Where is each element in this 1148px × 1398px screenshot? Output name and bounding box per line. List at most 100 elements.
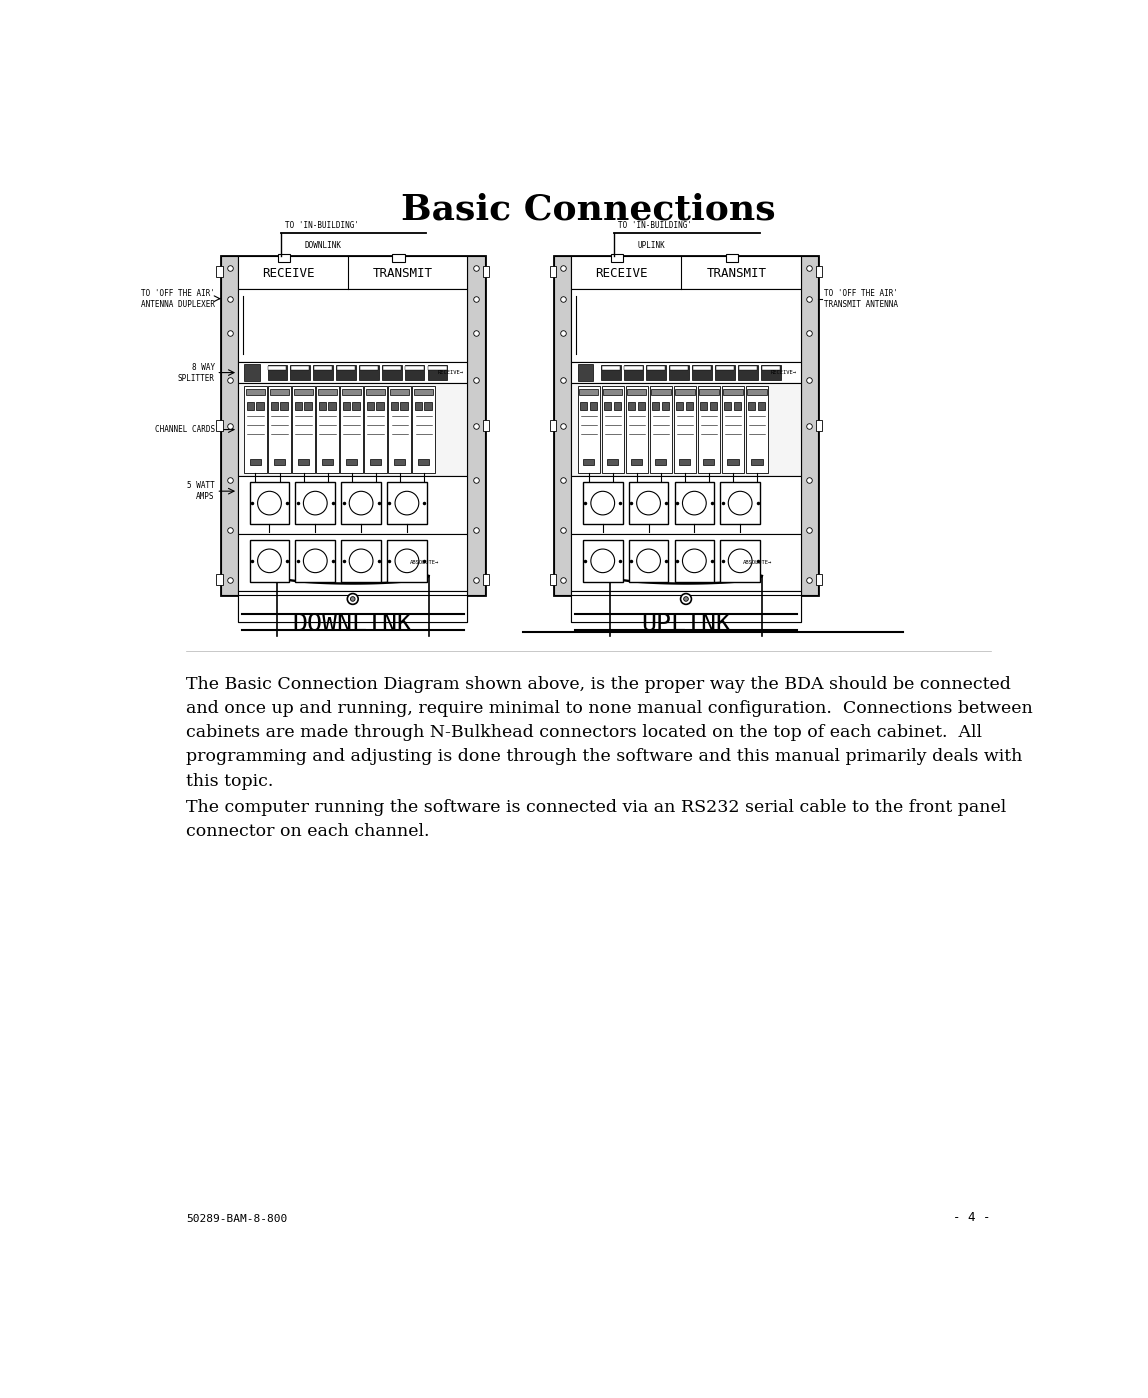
Bar (577, 363, 594, 382)
Bar (414, 389, 433, 394)
Bar (366, 401, 374, 410)
Bar (602, 366, 620, 370)
Bar (246, 389, 265, 394)
Bar (256, 401, 264, 410)
Bar (483, 421, 489, 431)
Bar (412, 386, 435, 473)
Bar (715, 365, 735, 380)
Bar (572, 534, 800, 591)
Bar (600, 365, 621, 380)
Text: 50289-BAM-8-800: 50289-BAM-8-800 (186, 1215, 287, 1225)
Bar (572, 475, 800, 534)
Bar (467, 256, 484, 596)
Bar (216, 575, 223, 586)
Bar (613, 401, 621, 410)
Bar (216, 267, 223, 277)
Bar (390, 389, 410, 394)
Bar (364, 386, 387, 473)
Bar (370, 459, 381, 466)
Bar (693, 366, 712, 370)
Bar (738, 365, 758, 380)
Bar (293, 386, 315, 473)
Bar (685, 401, 693, 410)
Bar (800, 256, 817, 596)
Bar (625, 366, 643, 370)
Bar (366, 389, 386, 394)
Bar (317, 386, 339, 473)
Bar (238, 256, 467, 288)
Circle shape (591, 549, 614, 573)
Text: UPLINK: UPLINK (641, 612, 731, 636)
Bar (572, 362, 800, 383)
Text: TO 'OFF THE AIR'
TRANSMIT ANTENNA: TO 'OFF THE AIR' TRANSMIT ANTENNA (824, 288, 898, 309)
Circle shape (349, 491, 373, 514)
Bar (816, 267, 822, 277)
Bar (572, 596, 800, 622)
Circle shape (637, 491, 660, 514)
Bar (652, 401, 659, 410)
Bar (250, 459, 261, 466)
Bar (661, 401, 669, 410)
Bar (390, 401, 398, 410)
Bar (550, 421, 556, 431)
Text: TRANSMIT: TRANSMIT (373, 267, 433, 280)
Bar (405, 365, 425, 380)
Circle shape (395, 549, 419, 573)
Bar (602, 386, 625, 473)
Bar (427, 365, 448, 380)
Bar (238, 534, 467, 591)
Bar (393, 254, 405, 261)
Bar (346, 459, 357, 466)
Bar (631, 459, 643, 466)
Circle shape (257, 491, 281, 514)
Bar (720, 540, 760, 582)
Text: TO 'IN-BUILDING': TO 'IN-BUILDING' (285, 221, 358, 231)
Bar (249, 482, 289, 524)
Bar (816, 421, 822, 431)
Bar (249, 540, 289, 582)
Circle shape (257, 549, 281, 573)
Bar (761, 366, 779, 370)
Text: RECEIVE→: RECEIVE→ (437, 370, 464, 375)
Circle shape (348, 594, 358, 604)
Bar (387, 482, 427, 524)
Bar (675, 389, 695, 394)
Bar (342, 389, 362, 394)
Text: - 4 -: - 4 - (953, 1211, 991, 1225)
Bar (238, 596, 467, 622)
Bar (247, 401, 254, 410)
Bar (623, 365, 643, 380)
Bar (295, 482, 335, 524)
Bar (734, 401, 740, 410)
Bar (292, 366, 309, 370)
Bar (278, 254, 290, 261)
Bar (405, 366, 424, 370)
Bar (572, 256, 800, 288)
Bar (611, 254, 623, 261)
Bar (245, 363, 259, 382)
Bar (425, 401, 432, 410)
Circle shape (591, 491, 614, 514)
Bar (269, 386, 290, 473)
Circle shape (681, 594, 691, 604)
Bar (313, 365, 333, 380)
Text: 8 WAY
SPLITTER: 8 WAY SPLITTER (178, 362, 215, 383)
Bar (238, 591, 467, 607)
Text: DOWNLINK: DOWNLINK (293, 612, 413, 636)
Bar (746, 386, 768, 473)
Bar (238, 475, 467, 534)
Text: Basic Connections: Basic Connections (401, 193, 776, 226)
Bar (669, 365, 689, 380)
Bar (722, 386, 744, 473)
Bar (700, 401, 707, 410)
Bar (603, 389, 622, 394)
Bar (758, 401, 765, 410)
Bar (674, 386, 696, 473)
Bar (761, 365, 781, 380)
Bar (315, 366, 332, 370)
Bar (747, 389, 767, 394)
Bar (816, 575, 822, 586)
Bar (716, 366, 734, 370)
Circle shape (395, 491, 419, 514)
Bar (748, 401, 755, 410)
